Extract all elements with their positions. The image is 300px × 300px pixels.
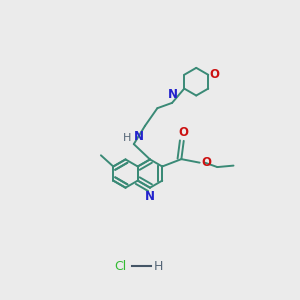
Text: O: O (210, 68, 220, 81)
Text: O: O (179, 126, 189, 139)
Text: H: H (154, 260, 164, 273)
Text: Cl: Cl (114, 260, 127, 273)
Text: N: N (134, 130, 144, 143)
Text: H: H (122, 133, 131, 143)
Text: O: O (201, 156, 212, 169)
Text: N: N (168, 88, 178, 101)
Text: N: N (144, 190, 154, 203)
